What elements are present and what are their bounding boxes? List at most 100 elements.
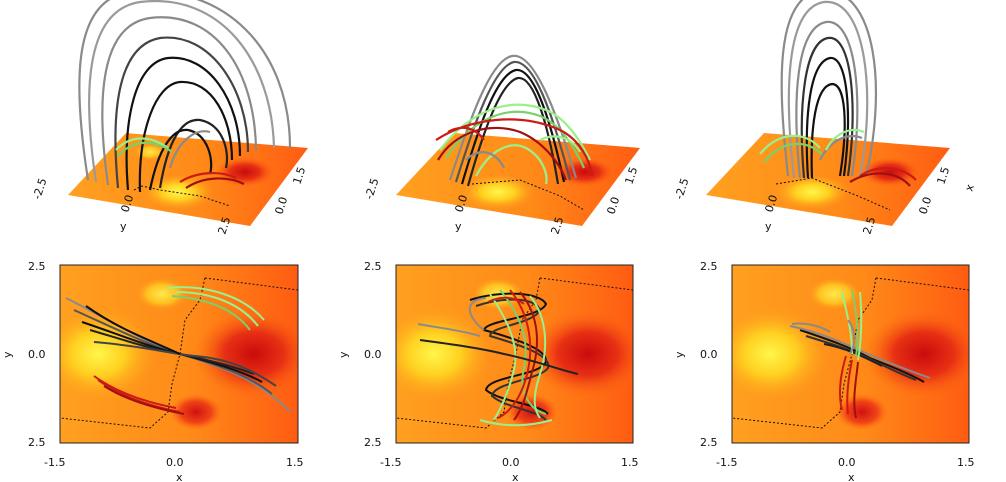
bottom-panel-1-frame: [59, 264, 299, 444]
bottom-panel-2: 2.5 0.0 2.5 y -1.5 0.0 1.5 x: [337, 260, 639, 482]
bottom-panel-1-polarity-line: [60, 277, 206, 429]
field-line: [539, 135, 581, 153]
bottom-panel-2-ytick-mid: 0.0: [364, 348, 382, 361]
bottom-panel-3-ytick-bottom: 2.5: [700, 436, 718, 449]
field-line: [805, 56, 850, 179]
bottom-panel-1-upper-positive: [136, 278, 188, 310]
bottom-panel-1-ylabel: y: [1, 351, 14, 358]
field-line: [838, 355, 847, 411]
bottom-panel-2-xtick-mid: 0.0: [502, 456, 520, 469]
bottom-panel-3-xtick-left: -1.5: [716, 456, 737, 469]
bottom-panel-1-positive-spot: [60, 306, 158, 402]
field-line: [759, 134, 821, 155]
field-line: [479, 419, 553, 427]
top-panel-2-tick-right-2: 0.0: [604, 195, 622, 216]
field-line: [497, 289, 532, 419]
top-panel-1-axis-y: y: [120, 220, 127, 233]
bottom-panel-2-xtick-right: 1.5: [621, 456, 639, 469]
top-panel-3-axis-y: y: [765, 220, 772, 233]
top-panel-1-tick-left-3: 2.5: [215, 215, 233, 236]
bottom-panel-1-lower-negative: [170, 394, 222, 430]
top-panel-2-positive-spot: [460, 174, 536, 210]
field-line: [78, 0, 292, 181]
bottom-panel-2-ylabel: y: [337, 351, 350, 358]
field-line: [101, 16, 258, 186]
top-panel-1-tick-left-1: -2.5: [30, 176, 49, 200]
field-line: [853, 361, 859, 419]
top-panel-2: -2.5 y 0.0 2.5 1.5 0.0: [362, 54, 640, 236]
field-line: [468, 297, 487, 331]
bottom-panel-3-frame: [731, 264, 970, 444]
bottom-panel-1-ytick-top: 2.5: [28, 260, 46, 273]
field-line: [849, 172, 911, 187]
field-line: [846, 359, 853, 415]
field-line: [787, 0, 869, 179]
top-panel-3-negative-spot: [860, 157, 920, 187]
top-panel-2-field-lines: [435, 54, 594, 187]
bottom-panel-3-xtick-mid: 0.0: [838, 456, 856, 469]
bottom-panel-3-upper-positive: [808, 278, 860, 310]
field-line: [466, 76, 560, 187]
field-line: [97, 379, 181, 413]
bottom-panel-2-field-lines: [417, 289, 579, 427]
field-line: [469, 292, 549, 415]
field-line: [439, 103, 591, 161]
field-line: [529, 295, 547, 419]
bottom-panel-1-xtick-left: -1.5: [44, 456, 65, 469]
field-line: [465, 151, 505, 169]
top-panel-1-tick-right-2: 0.0: [272, 195, 290, 216]
bottom-panel-1: 2.5 0.0 2.5 y -1.5 0.0 1.5 x: [1, 260, 304, 482]
field-line: [185, 177, 245, 189]
field-line: [859, 167, 917, 181]
bottom-panel-2-xtick-left: -1.5: [380, 456, 401, 469]
bottom-panel-3-ytick-top: 2.5: [700, 260, 718, 273]
bottom-panel-3-negative-spot: [864, 310, 969, 398]
field-line: [435, 118, 594, 177]
field-line: [789, 325, 931, 379]
top-panel-3-tick-right-2: 0.0: [916, 195, 934, 216]
field-line: [823, 343, 883, 367]
bottom-panel-2-frame: [395, 264, 634, 444]
field-line: [114, 36, 250, 189]
field-line: [475, 144, 548, 185]
field-line: [857, 291, 863, 361]
bottom-panel-1-xtick-right: 1.5: [286, 456, 304, 469]
bottom-panel-3-xtick-right: 1.5: [957, 456, 975, 469]
top-panel-3-positive-spot: [774, 174, 850, 210]
field-line: [93, 341, 277, 387]
bottom-panel-1-xtick-mid: 0.0: [166, 456, 184, 469]
top-panel-3-tick-right-1: 1.5: [934, 165, 952, 186]
bottom-panel-2-ytick-top: 2.5: [364, 260, 382, 273]
field-line: [445, 110, 586, 169]
bottom-panel-3: 2.5 0.0 2.5 y -1.5 0.0 1.5 x: [673, 260, 975, 482]
field-line: [85, 305, 181, 355]
field-line: [103, 385, 185, 415]
top-panel-3: -2.5 y 0.0 2.5 1.5 0.0 x: [672, 0, 977, 236]
bottom-panel-2-xlabel: x: [512, 471, 519, 482]
field-line: [117, 141, 173, 157]
top-panel-1-negative-spot: [215, 157, 275, 187]
field-line: [447, 126, 485, 141]
top-panel-3-tick-left-1: -2.5: [672, 176, 691, 200]
bottom-panel-1-field-lines: [65, 286, 291, 415]
field-line: [780, 0, 878, 177]
field-line: [763, 142, 825, 163]
field-line: [810, 82, 846, 179]
field-line: [819, 134, 863, 161]
top-panel-3-tick-left-3: 2.5: [860, 215, 878, 236]
field-line: [795, 20, 859, 179]
top-panel-1-tick-left-2: 0.0: [118, 193, 136, 214]
bottom-panel-3-xlabel: x: [848, 471, 855, 482]
field-line: [800, 36, 854, 179]
top-panel-2-tick-right-1: 1.5: [622, 165, 640, 186]
bottom-panel-1-negative-spot: [194, 310, 298, 398]
field-line: [437, 126, 568, 181]
bottom-panel-3-field-lines: [789, 289, 931, 419]
bottom-panel-2-ytick-bottom: 2.5: [364, 436, 382, 449]
top-panel-3-field-lines: [759, 0, 917, 187]
top-panel-2-axis-y: y: [455, 220, 462, 233]
field-line: [851, 289, 859, 357]
field-line: [148, 128, 213, 191]
field-line: [175, 291, 259, 327]
